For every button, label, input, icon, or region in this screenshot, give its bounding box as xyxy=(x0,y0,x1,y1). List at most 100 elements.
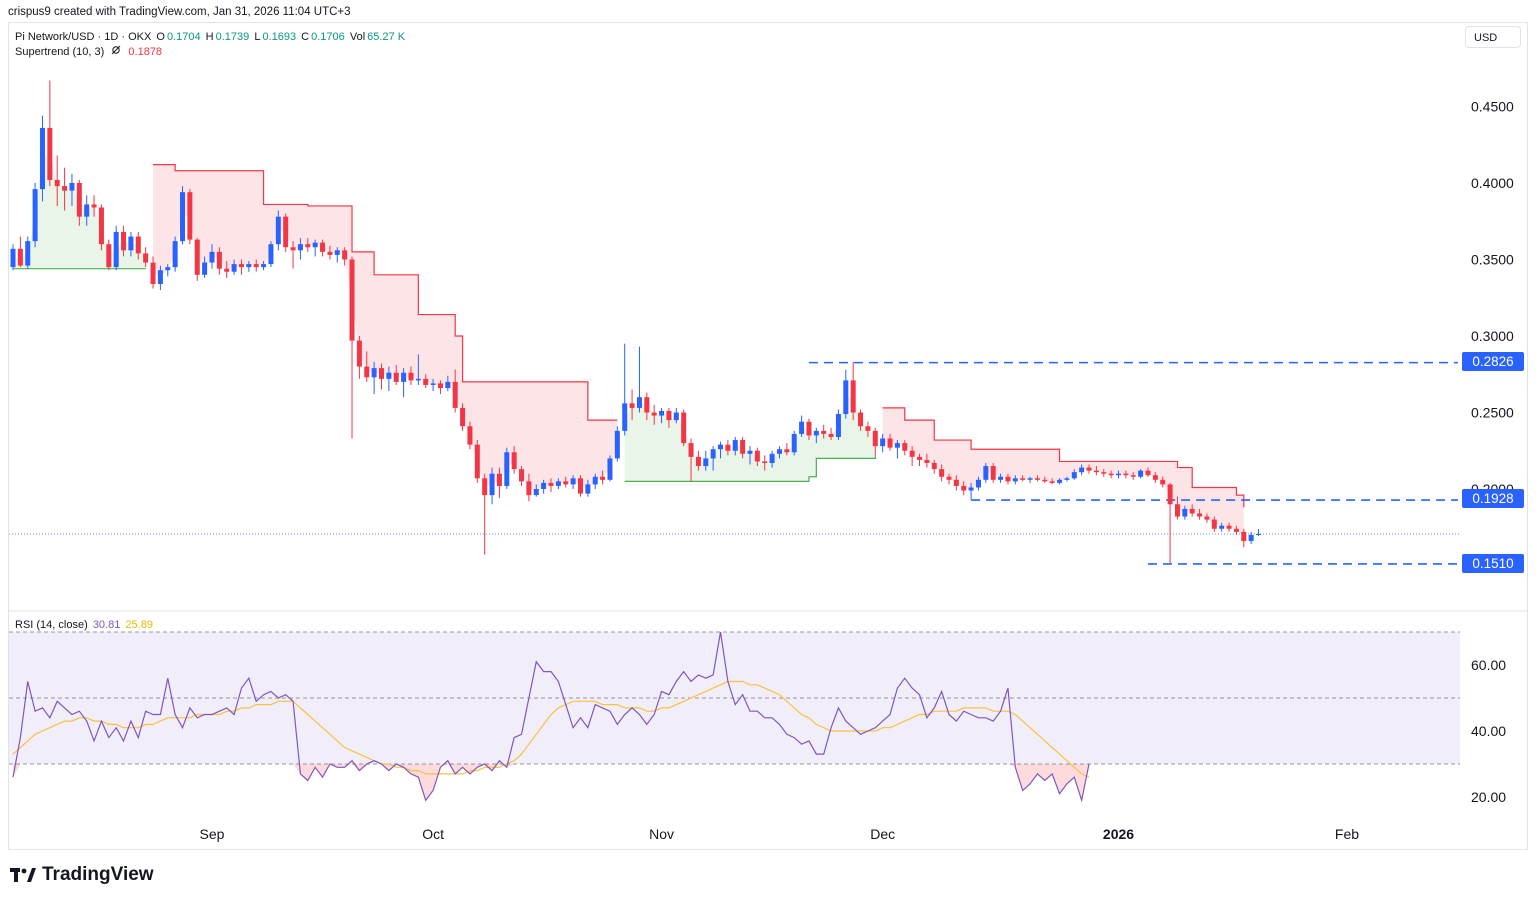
rsi-oversold-fill xyxy=(1074,764,1082,801)
candle xyxy=(835,409,841,441)
candle xyxy=(799,415,805,437)
candle xyxy=(69,173,75,206)
candle xyxy=(1101,469,1107,477)
candle xyxy=(673,407,679,424)
candle-body xyxy=(194,239,200,275)
candle-body xyxy=(224,268,230,272)
candle-body xyxy=(1042,479,1048,482)
supertrend-value: 0.1878 xyxy=(128,46,163,58)
candle-body xyxy=(600,476,606,480)
candle-body xyxy=(548,482,554,486)
candle-body xyxy=(695,456,701,467)
candle xyxy=(1182,505,1188,520)
rsi-oversold-fill xyxy=(455,764,463,774)
symbol-legend[interactable]: Pi Network/USD · 1D · OKX O 0.1704 H 0.173… xyxy=(15,31,407,43)
candle-body xyxy=(1020,478,1026,480)
candle xyxy=(666,407,672,428)
candle xyxy=(718,441,724,459)
candle-body xyxy=(629,403,635,408)
candle xyxy=(415,354,421,385)
candle xyxy=(386,366,392,392)
close-label: C xyxy=(301,31,310,43)
candle-body xyxy=(113,231,119,268)
candle xyxy=(865,421,871,437)
candle xyxy=(62,167,68,211)
candle xyxy=(327,245,333,260)
candle-body xyxy=(791,433,797,453)
open-value: 0.1704 xyxy=(166,31,201,43)
candle xyxy=(1123,470,1129,479)
candle-body xyxy=(983,466,989,480)
candle xyxy=(526,473,532,502)
candle xyxy=(334,247,340,263)
candle-body xyxy=(666,410,672,421)
candle-body xyxy=(541,482,547,489)
rsi-oversold-fill xyxy=(1007,764,1016,768)
supertrend-label[interactable]: Supertrend (10, 3) xyxy=(15,46,105,58)
candle-body xyxy=(1079,467,1085,473)
candle-body xyxy=(216,251,222,269)
candle xyxy=(769,450,775,468)
rsi-oversold-fill xyxy=(300,764,308,781)
open-label: O xyxy=(156,31,165,43)
low-value: 0.1693 xyxy=(262,31,297,43)
candle-body xyxy=(1204,516,1210,520)
rsi-label[interactable]: RSI (14, close) xyxy=(15,619,88,631)
candle-body xyxy=(681,412,687,444)
candle-body xyxy=(769,453,775,463)
candle xyxy=(342,247,348,266)
symbol-name[interactable]: Pi Network/USD · 1D · OKX xyxy=(15,31,152,43)
supertrend-legend[interactable]: Supertrend (10, 3) 0.1878 xyxy=(15,45,164,58)
candle-body xyxy=(1138,470,1144,477)
time-axis-label: Nov xyxy=(649,826,674,842)
candle xyxy=(754,447,760,467)
currency-button[interactable]: USD xyxy=(1465,26,1521,48)
candle xyxy=(983,462,989,483)
candle xyxy=(636,346,642,413)
candle xyxy=(563,476,569,488)
candle-body xyxy=(32,189,38,242)
candle-body xyxy=(636,397,642,408)
candle xyxy=(84,195,90,226)
candle xyxy=(1130,472,1136,480)
candle-body xyxy=(84,204,90,217)
candle-body xyxy=(688,443,694,457)
supertrend-down-fill xyxy=(882,407,1244,537)
candle-body xyxy=(157,270,163,284)
candle xyxy=(762,455,768,471)
candle xyxy=(1189,504,1195,517)
candle-body xyxy=(504,452,510,486)
rsi-oversold-fill xyxy=(293,764,301,774)
candle xyxy=(474,440,480,483)
candle xyxy=(1256,528,1262,536)
candle xyxy=(791,430,797,456)
candle xyxy=(1211,516,1217,532)
candle-body xyxy=(297,244,303,251)
candle-body xyxy=(408,372,414,381)
time-axis-label: Dec xyxy=(870,826,895,842)
candle xyxy=(975,476,981,491)
candle-body xyxy=(776,449,782,454)
candle xyxy=(187,189,193,245)
candle-body xyxy=(364,366,370,378)
eye-off-icon[interactable] xyxy=(109,45,123,58)
candle xyxy=(1020,475,1026,482)
candle-body xyxy=(238,264,244,268)
candle-body xyxy=(614,430,620,459)
candle-body xyxy=(327,251,333,255)
rsi-legend[interactable]: RSI (14, close) 30.81 25.89 xyxy=(15,619,155,631)
candle xyxy=(850,362,856,421)
candle xyxy=(216,247,222,275)
candle-body xyxy=(54,179,60,187)
candle-body xyxy=(460,407,466,427)
price-tag-resistance: 0.2826 xyxy=(1462,352,1524,371)
supertrend-down-fill xyxy=(153,164,618,493)
candle-body xyxy=(651,412,657,416)
tradingview-logo[interactable]: TradingView xyxy=(10,864,154,886)
candle xyxy=(231,259,237,275)
candle xyxy=(1034,475,1040,482)
candle-body xyxy=(1241,531,1247,542)
candle xyxy=(10,244,16,271)
supertrend-up-line xyxy=(624,455,876,482)
